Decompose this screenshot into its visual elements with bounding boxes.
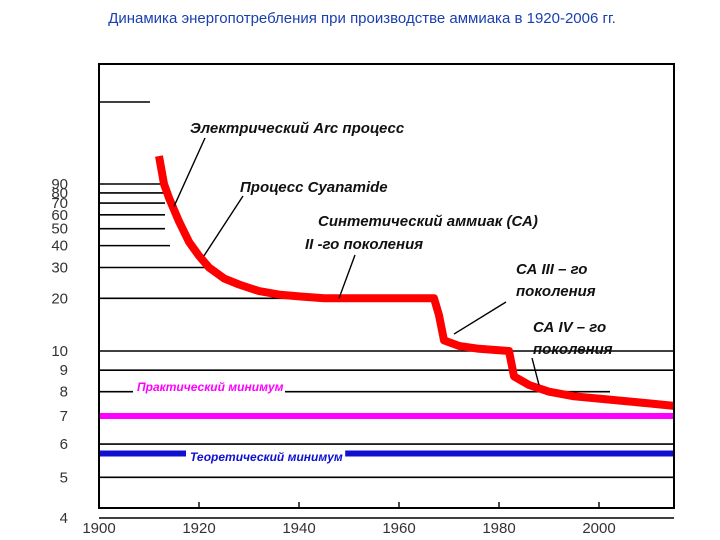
annotation-label: СА IV – го [533, 319, 606, 336]
y-tick-label: 30 [51, 260, 68, 277]
x-axis-ticks: 1900 1920 1940 1960 1980 2000 [82, 502, 616, 537]
annotation-label: поколения [516, 283, 596, 300]
annotation-label: СА III – го [516, 261, 587, 278]
x-tick-label: 1920 [182, 520, 215, 537]
y-tick-label: 9 [60, 362, 68, 379]
y-tick-label: 20 [51, 290, 68, 307]
series-line [155, 155, 675, 410]
y-tick-label: 50 [51, 221, 68, 238]
reference-label-bg [186, 450, 346, 465]
y-tick-label: 70 [51, 195, 68, 212]
annotation-label: Электрический Arc процесс [190, 120, 405, 137]
y-tick-label: 40 [51, 238, 68, 255]
annotation-leader [531, 357, 540, 386]
reference-lines: Практический минимум Теоретический миниму… [99, 380, 674, 465]
annotation-layer: Электрический Arc процесс Процесс Cyanami… [173, 120, 613, 386]
reference-label: Теоретический минимум [190, 450, 343, 464]
x-tick-label: 2000 [582, 520, 615, 537]
plot-frame [98, 63, 675, 509]
reference-label: Практический минимум [137, 380, 284, 394]
y-tick-label: 6 [60, 436, 68, 453]
annotation-leader [338, 254, 356, 299]
annotation-leader [453, 301, 507, 335]
y-tick-label: 10 [51, 343, 68, 360]
series-layer [155, 155, 675, 410]
x-tick-label: 1960 [382, 520, 415, 537]
y-tick-label: 60 [51, 207, 68, 224]
y-tick-label: 5 [60, 469, 68, 486]
annotation-leader [173, 137, 206, 207]
annotation-label: Синтетический аммиак (СА) [318, 213, 538, 230]
x-tick-label: 1980 [482, 520, 515, 537]
x-tick-label: 1940 [282, 520, 315, 537]
y-tick-label: 80 [51, 185, 68, 202]
y-tick-label: 90 [51, 176, 68, 193]
reference-label-bg [133, 380, 285, 395]
y-tick-label: 8 [60, 384, 68, 401]
y-tick-label: 4 [60, 510, 68, 527]
chart-title: Динамика энергопотребления при производс… [108, 10, 616, 27]
x-tick-label: 1900 [82, 520, 115, 537]
annotation-label: поколения [533, 341, 613, 358]
y-tick-label: 7 [60, 408, 68, 425]
annotation-label: II -го поколения [305, 236, 423, 253]
annotation-label: Процесс Cyanamide [240, 179, 388, 196]
annotation-leader [203, 195, 244, 257]
